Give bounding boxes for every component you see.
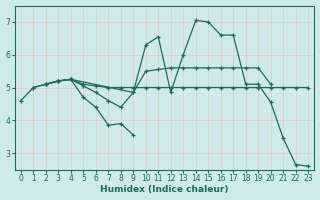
X-axis label: Humidex (Indice chaleur): Humidex (Indice chaleur) [100,185,229,194]
